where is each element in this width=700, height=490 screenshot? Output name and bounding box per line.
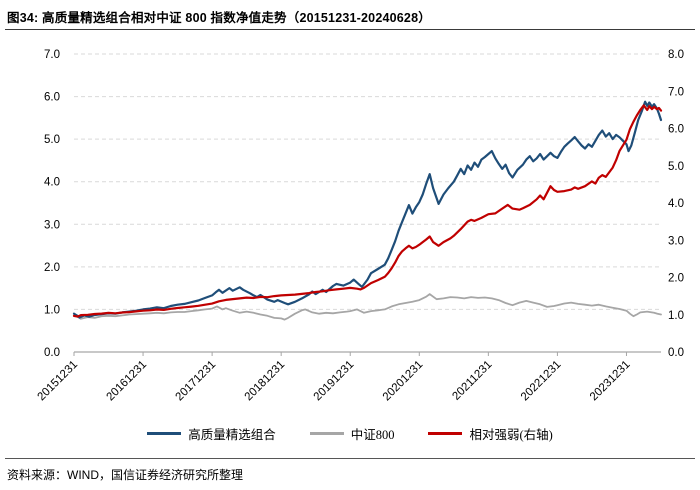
series-line-portfolio xyxy=(72,100,663,319)
x-tick-label: 20171231 xyxy=(174,359,219,404)
legend-label-relative: 相对强弱(右轴) xyxy=(469,427,553,442)
x-tick-label: 20221231 xyxy=(519,359,564,404)
y-left-tick-label: 0.0 xyxy=(44,347,60,359)
y-right-tick-label: 8.0 xyxy=(668,49,684,61)
y-left-tick-label: 2.0 xyxy=(44,262,60,274)
x-tick-label: 20181231 xyxy=(243,359,288,404)
x-tick-label: 20191231 xyxy=(312,359,357,404)
source-note: 资料来源：WIND，国信证券经济研究所整理 xyxy=(7,468,243,482)
series-line-csi800 xyxy=(73,293,662,321)
source-divider xyxy=(5,458,695,459)
y-right-tick-label: 7.0 xyxy=(668,86,684,98)
legend-label-portfolio: 高质量精选组合 xyxy=(188,427,276,442)
chart-legend: 高质量精选组合 中证800 相对强弱(右轴) xyxy=(0,421,700,445)
y-right-tick-label: 3.0 xyxy=(668,235,684,247)
legend-swatch-csi800 xyxy=(309,431,344,435)
title-divider xyxy=(5,29,695,30)
x-tick-label: 20161231 xyxy=(105,359,150,404)
y-left-tick-label: 6.0 xyxy=(44,92,60,104)
y-right-tick-label: 0.0 xyxy=(668,347,684,359)
y-left-tick-label: 5.0 xyxy=(44,134,60,146)
x-tick-label: 20151231 xyxy=(35,359,80,404)
y-right-tick-label: 1.0 xyxy=(668,310,684,322)
series-line-relative xyxy=(72,104,663,318)
legend-swatch-portfolio xyxy=(147,431,182,435)
y-right-tick-label: 4.0 xyxy=(668,198,684,210)
y-left-tick-label: 4.0 xyxy=(44,177,60,189)
y-right-tick-label: 6.0 xyxy=(668,124,684,136)
x-tick-label: 20211231 xyxy=(450,359,494,403)
y-right-tick-label: 2.0 xyxy=(668,273,684,285)
legend-swatch-relative xyxy=(428,431,463,435)
legend-item-relative: 相对强弱(右轴) xyxy=(428,424,553,443)
y-left-tick-label: 3.0 xyxy=(44,219,60,231)
y-left-tick-label: 7.0 xyxy=(44,49,60,61)
x-tick-label: 20231231 xyxy=(588,359,633,404)
x-tick-label: 20201231 xyxy=(381,359,426,404)
legend-item-csi800: 中证800 xyxy=(309,424,395,443)
y-left-tick-label: 1.0 xyxy=(44,304,60,316)
legend-item-portfolio: 高质量精选组合 xyxy=(147,424,276,443)
figure-title: 图34: 高质量精选组合相对中证 800 指数净值走势（20151231-202… xyxy=(7,11,431,25)
legend-label-csi800: 中证800 xyxy=(350,427,395,442)
y-right-tick-label: 5.0 xyxy=(668,161,684,173)
